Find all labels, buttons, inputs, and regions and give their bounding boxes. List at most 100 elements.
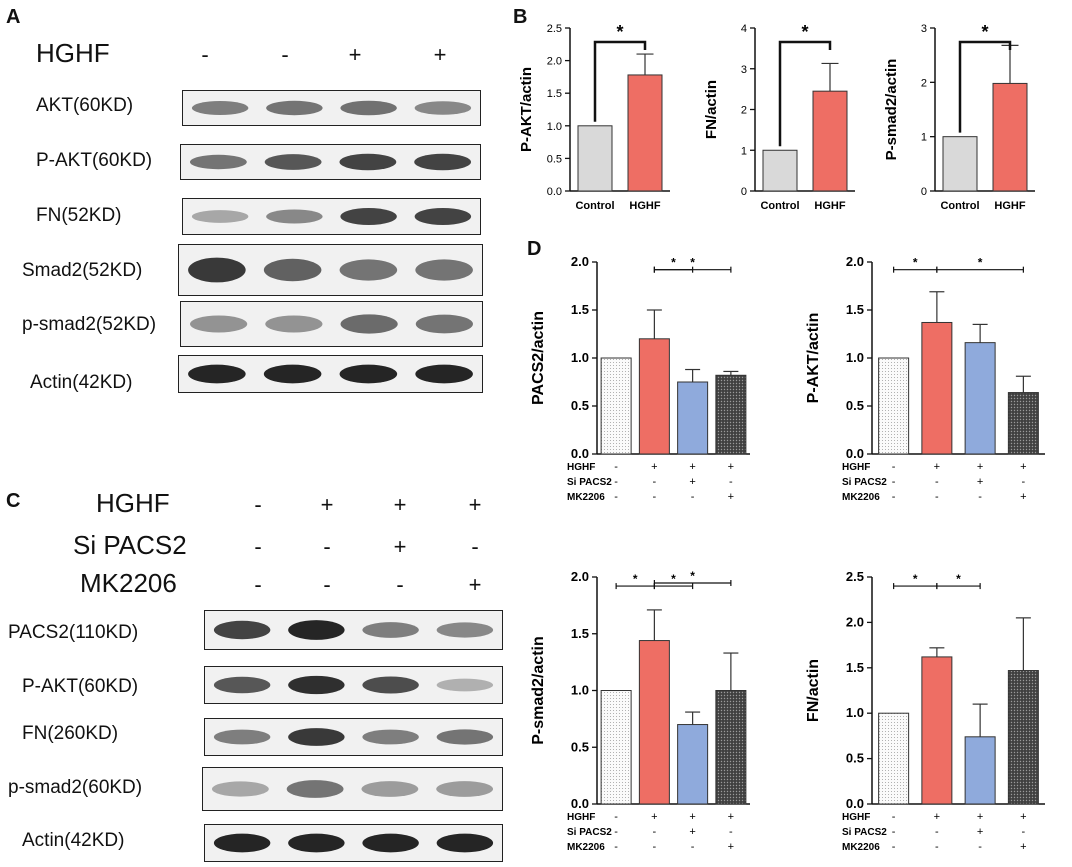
condition-sign: -	[254, 572, 262, 597]
blot-label: PACS2(110KD)	[8, 622, 139, 643]
bar	[812, 90, 848, 192]
bar	[600, 357, 632, 455]
significance-star: *	[801, 22, 808, 42]
blot-band	[286, 780, 344, 798]
significance-star: *	[913, 256, 918, 270]
condition-label: HGHF	[96, 488, 170, 518]
bar	[878, 712, 910, 805]
y-tick-label: 4	[741, 23, 747, 35]
condition-sign: -	[614, 491, 618, 503]
y-tick-label: 1.5	[571, 302, 589, 317]
condition-sign: -	[254, 492, 262, 517]
blot-band	[188, 257, 246, 283]
y-axis-label: P-smad2/actin	[530, 636, 547, 744]
y-tick-label: 1.5	[547, 88, 562, 100]
blot-label: AKT(60KD)	[36, 95, 134, 116]
y-tick-label: 2.5	[547, 23, 562, 35]
y-tick-label: 2.5	[846, 569, 864, 584]
blot-band	[414, 101, 472, 115]
condition-sign: +	[1020, 491, 1026, 503]
condition-label: HGHF	[36, 38, 110, 68]
condition-sign: -	[614, 461, 618, 473]
blot-bands	[191, 208, 472, 225]
condition-sign: +	[728, 491, 734, 503]
condition-sign: +	[689, 461, 695, 473]
blot-band	[263, 364, 322, 384]
blot-band	[436, 729, 494, 745]
condition-sign: +	[977, 476, 983, 488]
blot-label: P-AKT(60KD)	[36, 150, 153, 171]
panel-label-d: D	[527, 238, 542, 260]
blot-strip	[204, 824, 503, 862]
condition-sign: +	[320, 492, 334, 517]
y-tick-label: 0.5	[846, 751, 864, 766]
bar	[677, 724, 709, 805]
condition-row-label: Si PACS2	[567, 477, 612, 488]
condition-sign: +	[934, 461, 940, 473]
blot-strip	[180, 144, 481, 180]
condition-sign: +	[1020, 841, 1026, 853]
condition-sign: -	[1022, 826, 1026, 838]
condition-sign: -	[653, 491, 657, 503]
y-tick-label: 0	[741, 186, 747, 198]
blot-band	[362, 833, 419, 853]
blot-band	[436, 781, 494, 797]
significance-star: *	[671, 256, 676, 270]
blot-band	[191, 100, 249, 116]
blot-label: p-smad2(52KD)	[22, 314, 157, 335]
y-tick-label: 0.5	[571, 398, 589, 413]
y-tick-label: 1.5	[571, 626, 589, 641]
significance-star: *	[671, 572, 676, 586]
condition-sign: -	[935, 476, 939, 488]
bar	[638, 640, 670, 805]
bar	[638, 338, 670, 455]
x-tick-label: Control	[575, 200, 614, 212]
condition-sign: -	[892, 476, 896, 488]
blot-band	[361, 781, 419, 797]
significance-bracket	[958, 40, 1012, 133]
condition-sign: -	[892, 491, 896, 503]
condition-sign: -	[978, 491, 982, 503]
y-tick-label: 1	[741, 145, 747, 157]
y-tick-label: 2.0	[846, 254, 864, 269]
condition-sign: -	[978, 841, 982, 853]
y-tick-label: 0.5	[547, 153, 562, 165]
condition-sign: -	[935, 841, 939, 853]
blot-band	[340, 208, 397, 225]
condition-sign: -	[281, 42, 289, 67]
blot-band	[340, 100, 397, 116]
panel-label-b: B	[513, 6, 528, 28]
condition-sign: -	[729, 826, 733, 838]
blot-bands	[188, 257, 473, 283]
condition-row-label: MK2206	[842, 492, 880, 503]
bar	[964, 736, 996, 805]
y-tick-label: 2.0	[571, 569, 589, 584]
blot-band	[213, 833, 271, 853]
blot-band	[213, 620, 271, 640]
y-tick-label: 0.5	[846, 398, 864, 413]
y-tick-label: 1.0	[547, 121, 562, 133]
blot-bands	[189, 153, 472, 171]
y-tick-label: 3	[741, 64, 747, 76]
condition-sign: -	[323, 572, 331, 597]
condition-sign: +	[728, 811, 734, 823]
blot-strip	[202, 767, 503, 811]
bar-chart-d-fn: FN/actin 0.0 0.5 1.0 1.5 2.0 2.5 * * HGHF - + + + Si P…	[805, 569, 1045, 853]
blot-bands	[213, 833, 494, 853]
condition-sign: +	[393, 534, 407, 559]
y-tick-label: 1.5	[846, 660, 864, 675]
condition-sign: +	[393, 492, 407, 517]
condition-row-label: HGHF	[567, 462, 595, 473]
condition-sign: +	[934, 811, 940, 823]
blot-band	[188, 364, 246, 384]
western-blot-panel-a: HGHF - - + + AKT(60KD) P-AKT(60KD) FN(52…	[0, 0, 510, 420]
blot-bands	[211, 780, 494, 798]
blot-bands	[188, 364, 473, 384]
condition-sign: -	[471, 534, 479, 559]
blot-band	[415, 314, 473, 334]
condition-sign: -	[935, 826, 939, 838]
condition-sign: -	[691, 491, 695, 503]
significance-star: *	[981, 22, 988, 42]
y-tick-label: 1.0	[571, 683, 589, 698]
blot-bands	[213, 675, 494, 695]
